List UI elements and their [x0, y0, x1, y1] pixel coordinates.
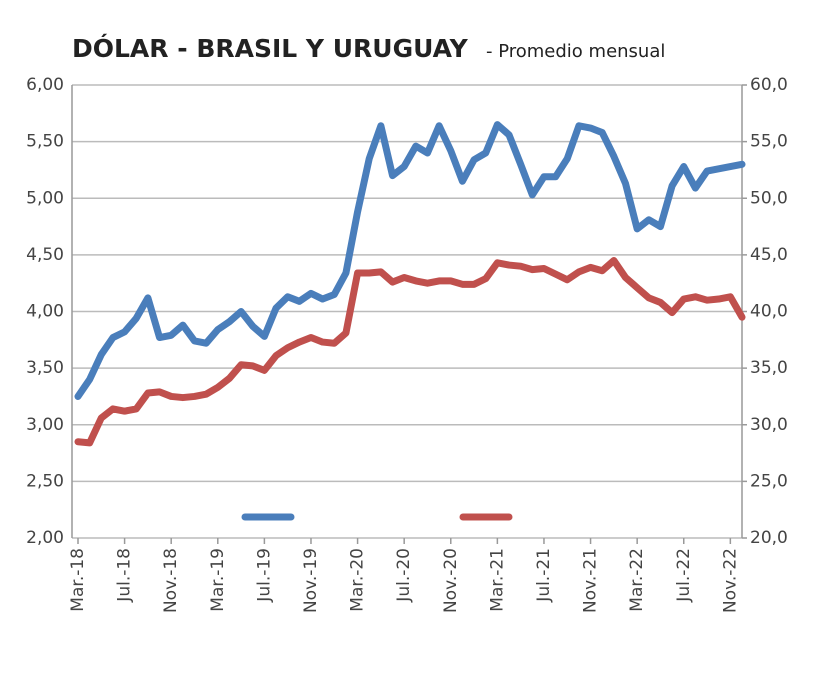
x-tick-label: Jul.-18	[115, 548, 135, 603]
y2-tick-label: 35,0	[750, 358, 788, 378]
x-tick-label: Nov.-20	[441, 548, 461, 613]
x-tick-label: Nov.-22	[720, 548, 740, 613]
y2-tick-label: 20,0	[750, 528, 788, 548]
x-tick-label: Jul.-20	[394, 548, 414, 603]
x-tick-label: Mar.-18	[68, 548, 88, 612]
x-tick-label: Jul.-21	[534, 548, 554, 603]
y-tick-label: 3,00	[26, 415, 64, 435]
y2-tick-label: 40,0	[750, 302, 788, 322]
series-line	[74, 257, 746, 447]
x-tick-label: Nov.-21	[581, 548, 601, 613]
x-tick-label: Mar.-19	[208, 548, 228, 612]
chart-subtitle: - Promedio mensual	[486, 41, 665, 62]
y-tick-label: 3,50	[26, 358, 64, 378]
y-tick-label: 5,00	[26, 188, 64, 208]
x-tick-label: Jul.-19	[254, 548, 274, 603]
x-tick-label: Jul.-22	[674, 548, 694, 603]
x-tick-label: Mar.-22	[627, 548, 647, 612]
series-line	[74, 121, 746, 400]
y-tick-label: 2,00	[26, 528, 64, 548]
y-tick-label: 5,50	[26, 132, 64, 152]
y2-tick-label: 30,0	[750, 415, 788, 435]
y2-tick-label: 50,0	[750, 188, 788, 208]
y2-tick-label: 55,0	[750, 132, 788, 152]
y2-tick-label: 45,0	[750, 245, 788, 265]
y-tick-label: 2,50	[26, 471, 64, 491]
y2-tick-label: 25,0	[750, 471, 788, 491]
chart-title: DÓLAR - BRASIL Y URUGUAY	[72, 33, 469, 63]
y-tick-label: 6,00	[26, 75, 64, 95]
x-tick-label: Mar.-20	[348, 548, 368, 612]
y-tick-label: 4,00	[26, 302, 64, 322]
x-tick-label: Nov.-19	[301, 548, 321, 613]
y-tick-label: 4,50	[26, 245, 64, 265]
x-tick-label: Mar.-21	[487, 548, 507, 612]
y2-tick-label: 60,0	[750, 75, 788, 95]
x-tick-label: Nov.-18	[161, 548, 181, 613]
